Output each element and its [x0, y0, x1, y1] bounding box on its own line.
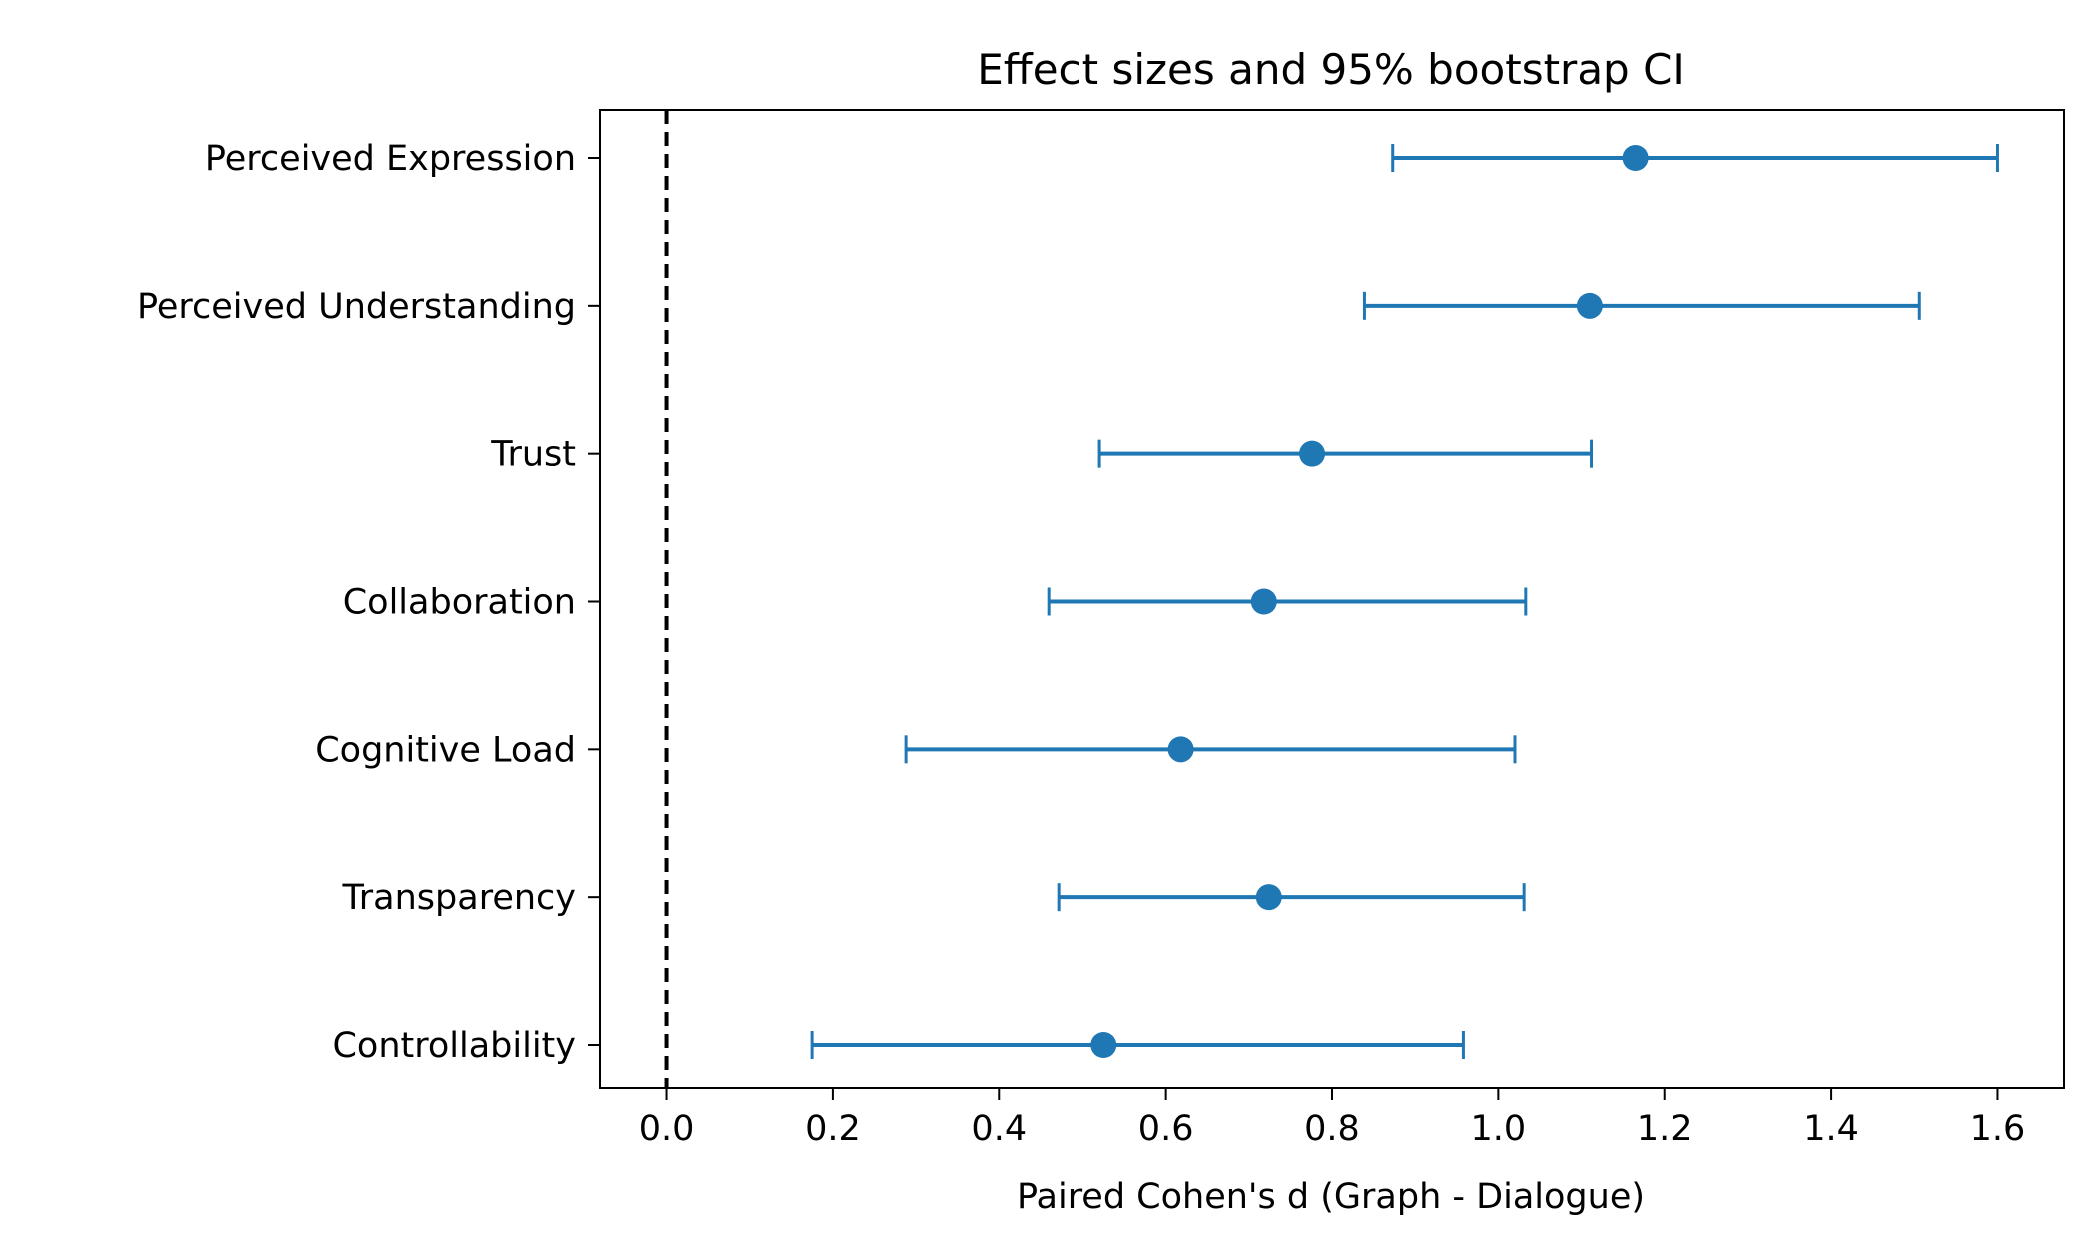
effect-point	[1255, 884, 1282, 911]
x-axis: 0.0 0.2 0.4 0.6 0.8 1.0 1.2 1.4 1.6	[639, 1088, 2026, 1149]
chart-title: Effect sizes and 95% bootstrap CI	[977, 45, 1685, 94]
effect-point	[1622, 145, 1649, 171]
y-tick-label: Cognitive Load	[315, 730, 576, 770]
y-tick-label: Controllability	[332, 1026, 576, 1066]
effect-point	[1299, 440, 1326, 467]
x-tick-label: 0.8	[1304, 1109, 1360, 1149]
plot-frame	[599, 109, 2065, 1089]
x-tick-label: 0.4	[971, 1109, 1027, 1149]
effect-point	[1090, 1032, 1117, 1058]
effect-point	[1576, 292, 1603, 319]
x-tick-label: 0.6	[1138, 1109, 1194, 1149]
x-tick-label: 1.6	[1970, 1109, 2026, 1149]
effect-point	[1167, 736, 1194, 763]
x-tick-label: 0.0	[639, 1109, 695, 1149]
y-axis: Perceived Expression Perceived Understand…	[137, 139, 600, 1066]
plot-area	[664, 110, 1999, 1088]
x-tick-label: 1.0	[1471, 1109, 1527, 1149]
x-tick-label: 1.4	[1803, 1109, 1859, 1149]
y-tick-label: Collaboration	[343, 583, 576, 623]
y-tick-label: Perceived Expression	[205, 139, 576, 179]
y-tick-label: Trust	[490, 435, 576, 475]
x-tick-label: 1.2	[1637, 1109, 1693, 1149]
y-tick-label: Transparency	[342, 878, 576, 918]
y-tick-label: Perceived Understanding	[137, 287, 576, 327]
effect-point	[1250, 588, 1277, 615]
x-tick-label: 0.2	[805, 1109, 861, 1149]
x-axis-label: Paired Cohen's d (Graph - Dialogue)	[1017, 1177, 1645, 1217]
